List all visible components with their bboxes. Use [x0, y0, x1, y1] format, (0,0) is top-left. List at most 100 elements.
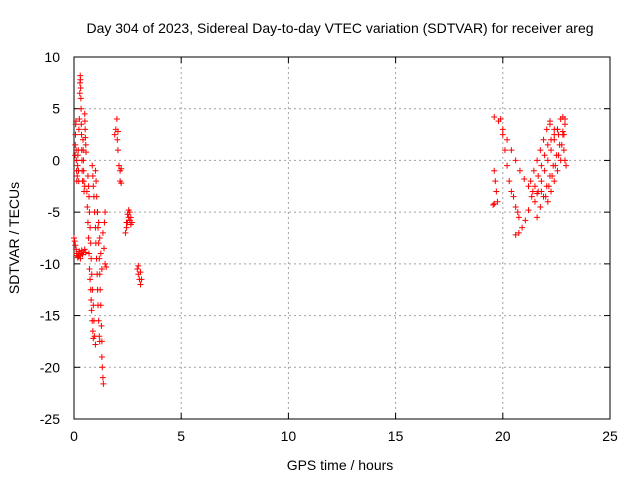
data-point [72, 242, 79, 249]
data-point [546, 121, 553, 128]
x-tick-label: 15 [388, 428, 404, 444]
data-point [113, 116, 120, 123]
data-point [101, 245, 108, 252]
data-point [87, 276, 94, 283]
data-point [72, 141, 79, 148]
data-point [95, 240, 102, 247]
data-point [491, 113, 498, 120]
data-point [82, 249, 89, 256]
data-point [93, 193, 100, 200]
x-tick-label: 25 [602, 428, 618, 444]
y-tick-label: 0 [52, 152, 60, 168]
data-point [95, 224, 102, 231]
series-1 [71, 72, 145, 387]
data-point [551, 178, 558, 185]
data-point [544, 157, 551, 164]
data-point [508, 188, 515, 195]
data-point [124, 211, 131, 218]
data-point [514, 209, 521, 216]
data-point [549, 172, 556, 179]
data-point [90, 183, 97, 190]
data-point [137, 281, 144, 288]
data-point [515, 214, 522, 221]
data-point [102, 260, 109, 267]
data-point [81, 118, 88, 125]
data-point [118, 180, 125, 187]
data-point [76, 116, 83, 123]
chart-title: Day 304 of 2023, Sidereal Day-to-day VTE… [86, 20, 593, 36]
data-point [84, 203, 91, 210]
data-point [83, 188, 90, 195]
data-point [99, 229, 106, 236]
data-point [559, 128, 566, 135]
data-point [114, 136, 121, 143]
grid [74, 57, 610, 419]
data-point [85, 235, 92, 241]
x-tick-label: 0 [70, 428, 78, 444]
data-point [545, 183, 552, 190]
data-point [499, 126, 506, 133]
data-point [528, 193, 535, 200]
y-tick-label: -5 [48, 204, 61, 220]
x-tick-label: 10 [281, 428, 297, 444]
x-axis-label: GPS time / hours [287, 457, 394, 473]
data-point [561, 157, 568, 164]
data-point [82, 141, 89, 148]
data-point [516, 167, 523, 174]
y-tick-label: 5 [52, 101, 60, 117]
data-point [544, 141, 551, 148]
data-point [89, 162, 96, 169]
data-point [92, 341, 99, 348]
data-point [499, 131, 506, 138]
data-point [122, 229, 129, 236]
data-point [86, 209, 93, 216]
data-point [527, 178, 534, 185]
data-point [125, 207, 132, 214]
data-point [114, 128, 121, 135]
y-axis-label: SDTVAR / TECUs [6, 182, 22, 294]
data-point [102, 209, 109, 216]
data-point [111, 131, 118, 138]
data-point [80, 157, 87, 164]
data-point [84, 219, 91, 226]
data-point [114, 147, 121, 154]
data-point [541, 152, 548, 159]
data-point [508, 147, 515, 154]
data-point [71, 235, 77, 241]
y-tick-label: -25 [40, 411, 60, 427]
data-point [522, 217, 529, 224]
data-point [560, 147, 567, 154]
x-tick-label: 20 [495, 428, 511, 444]
data-point [519, 224, 526, 231]
data-point [118, 165, 125, 172]
data-point [116, 162, 123, 169]
data-point [525, 207, 532, 214]
data-point [77, 255, 84, 262]
data-point [123, 224, 130, 231]
data-point [97, 250, 104, 257]
data-point [537, 203, 544, 210]
data-point [512, 203, 519, 210]
data-point [504, 162, 511, 169]
data-point [78, 131, 85, 138]
data-point [548, 188, 555, 195]
data-point [127, 221, 134, 228]
data-point [494, 198, 501, 205]
data-point [521, 176, 528, 183]
data-point [490, 201, 497, 208]
data-point [497, 116, 504, 123]
data-point [531, 183, 538, 190]
data-point [126, 217, 133, 224]
data-point [99, 374, 106, 381]
data-point [87, 224, 94, 231]
data-point [78, 121, 85, 128]
data-point [74, 162, 81, 169]
data-point [96, 255, 103, 262]
data-point [551, 126, 558, 133]
data-point [535, 188, 542, 195]
data-point [538, 178, 545, 185]
data-point [101, 219, 108, 226]
y-tick-labels: 10 5 0 -5 -10 -15 -20 -25 [40, 49, 60, 427]
data-point [531, 198, 538, 205]
data-point [135, 262, 142, 269]
